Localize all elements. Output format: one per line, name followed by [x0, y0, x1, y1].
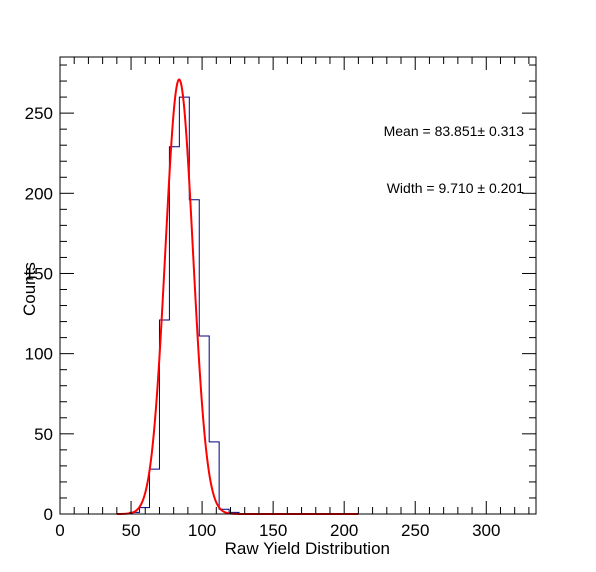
y-tick-label: 200	[25, 184, 53, 203]
x-tick-label: 0	[55, 521, 64, 540]
x-tick-label: 150	[259, 521, 287, 540]
x-tick-label: 50	[122, 521, 141, 540]
x-tick-label: 300	[472, 521, 500, 540]
x-tick-label: 250	[401, 521, 429, 540]
x-tick-label: 100	[188, 521, 216, 540]
y-axis-ticks: 0 50 100 150 200 250	[25, 64, 536, 524]
width-annotation: Width = 9.710 ± 0.201	[387, 180, 524, 196]
y-tick-label: 150	[25, 264, 53, 283]
x-axis-ticks: 0 50 100 150 200 250 300	[55, 57, 530, 540]
y-tick-label: 50	[34, 425, 53, 444]
y-tick-label: 250	[25, 104, 53, 123]
y-axis-label: Counts	[20, 262, 39, 316]
plot-frame	[59, 56, 537, 515]
x-tick-label: 200	[330, 521, 358, 540]
y-tick-label: 0	[44, 505, 53, 524]
mean-annotation: Mean = 83.851± 0.313	[384, 123, 525, 139]
x-axis-label: Raw Yield Distribution	[225, 539, 390, 558]
y-tick-label: 100	[25, 345, 53, 364]
